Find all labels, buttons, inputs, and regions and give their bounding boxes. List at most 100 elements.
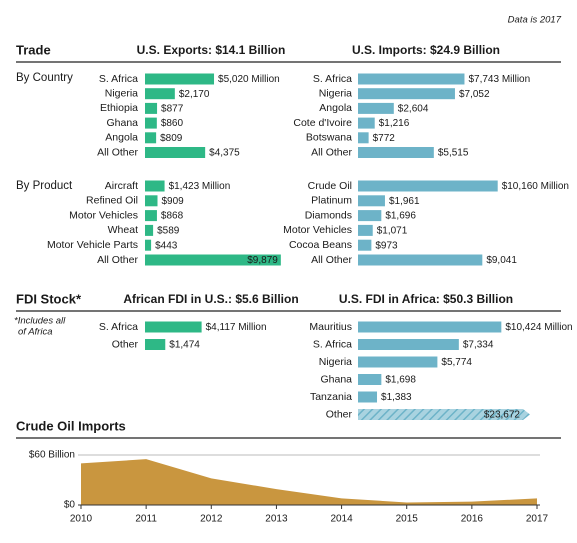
x-tick-label: 2013 [265,514,288,525]
x-tick-label: 2010 [70,514,93,525]
category-label: Ghana [106,117,138,129]
y-tick-label: $0 [64,500,76,511]
value-label: $9,041 [486,255,517,266]
value-label: $973 [375,240,398,251]
category-label: Motor Vehicles [283,224,352,236]
category-label: Nigeria [319,356,352,368]
bar [358,339,459,350]
chart-title: U.S. Exports: $14.1 Billion [137,43,286,57]
value-label: $909 [161,196,184,207]
bar [358,132,369,144]
category-label: Motor Vehicle Parts [47,239,138,251]
value-label: $10,424 Million [505,322,572,333]
bar [358,374,382,385]
footnote: *Includes all [14,316,66,327]
bar [145,117,157,129]
value-label: $7,743 Million [468,74,530,85]
category-label: S. Africa [313,338,352,350]
value-label: $877 [161,104,184,115]
value-label: $1,961 [389,196,420,207]
category-label: Wheat [108,224,138,236]
value-label: $772 [373,133,396,144]
value-label: $868 [161,211,184,222]
category-label: Crude Oil [308,180,352,192]
x-tick-label: 2012 [200,514,223,525]
value-label: $1,423 Million [169,181,231,192]
bar [358,391,378,403]
bar [358,195,385,207]
value-label: $1,698 [385,375,416,386]
value-label: $2,170 [179,89,210,100]
category-label: Motor Vehicles [69,209,138,221]
bar [145,195,158,207]
note: Data is 2017 [508,15,562,26]
chart-title: U.S. Imports: $24.9 Billion [352,43,500,57]
x-tick-label: 2017 [526,514,549,525]
value-label: $7,334 [463,340,494,351]
category-label: S. Africa [313,73,352,85]
x-tick-label: 2016 [461,514,484,525]
group-label: By Product [16,180,73,192]
bar [145,88,175,100]
bar [145,147,206,158]
bar [145,180,165,192]
bar [358,117,375,129]
bar [358,409,530,420]
chart-title: U.S. FDI in Africa: $50.3 Billion [339,292,513,306]
category-label: Nigeria [319,87,352,99]
bar [145,132,157,144]
category-label: Cote d'Ivoire [293,117,352,129]
value-label: $5,515 [438,148,469,159]
category-label: S. Africa [99,321,138,333]
category-label: Angola [105,132,138,144]
category-label: All Other [97,254,138,266]
value-label: $860 [161,118,184,129]
bar [145,339,166,350]
category-label: Ethiopia [100,102,138,114]
category-label: Tanzania [310,391,352,403]
category-label: All Other [311,254,352,266]
bar [358,210,382,222]
bar [358,356,438,368]
category-label: Angola [319,102,352,114]
category-label: Refined Oil [86,195,138,207]
value-label: $23,672 [484,410,521,421]
chart-title: African FDI in U.S.: $5.6 Billion [123,292,298,306]
chart-title: Crude Oil Imports [16,418,126,433]
category-label: Platinum [311,195,352,207]
bar [358,88,455,100]
value-label: $9,879 [247,255,278,266]
area [81,459,537,505]
value-label: $4,117 Million [206,322,267,333]
category-label: All Other [311,146,352,158]
bar [358,239,372,251]
group-label: By Country [16,72,73,84]
value-label: $809 [160,133,183,144]
value-label: $1,383 [381,392,412,403]
category-label: Diamonds [305,209,352,221]
section-title: FDI Stock* [16,291,82,306]
category-label: Cocoa Beans [289,239,352,251]
value-label: $1,216 [379,118,410,129]
bar [358,147,434,158]
bar [358,224,373,236]
category-label: Nigeria [105,87,138,99]
bar [145,254,281,266]
value-label: $5,020 Million [218,74,280,85]
bar [145,210,157,222]
bar [145,73,215,85]
x-tick-label: 2011 [135,514,157,525]
category-label: S. Africa [99,73,138,85]
value-label: $443 [155,240,178,251]
bar [145,321,202,333]
category-label: Ghana [320,373,352,385]
value-label: $10,160 Million [502,181,569,192]
value-label: $4,375 [209,148,240,159]
bar [145,239,152,251]
bar [358,73,465,85]
bar [358,102,394,114]
category-label: Botswana [306,132,352,144]
category-label: Other [326,408,353,420]
value-label: $7,052 [459,89,490,100]
